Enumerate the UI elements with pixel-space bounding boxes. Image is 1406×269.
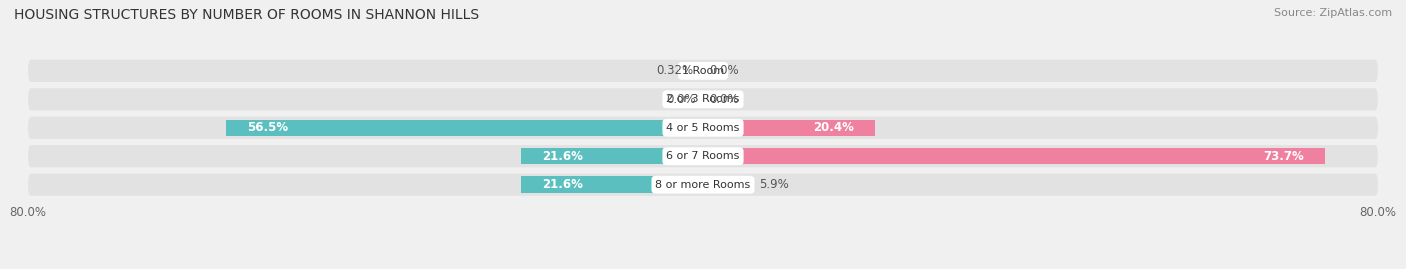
Text: 0.0%: 0.0% xyxy=(666,93,696,106)
Text: 0.0%: 0.0% xyxy=(710,93,740,106)
Text: 8 or more Rooms: 8 or more Rooms xyxy=(655,180,751,190)
Text: 73.7%: 73.7% xyxy=(1263,150,1303,163)
Text: 0.0%: 0.0% xyxy=(710,64,740,77)
Text: 4 or 5 Rooms: 4 or 5 Rooms xyxy=(666,123,740,133)
Text: 2 or 3 Rooms: 2 or 3 Rooms xyxy=(666,94,740,104)
Text: 21.6%: 21.6% xyxy=(541,178,582,191)
Bar xyxy=(700,63,703,79)
Bar xyxy=(703,176,752,193)
FancyBboxPatch shape xyxy=(28,117,1378,139)
Text: 6 or 7 Rooms: 6 or 7 Rooms xyxy=(666,151,740,161)
Text: Source: ZipAtlas.com: Source: ZipAtlas.com xyxy=(1274,8,1392,18)
Bar xyxy=(520,176,703,193)
Text: 56.5%: 56.5% xyxy=(247,121,288,134)
Text: 20.4%: 20.4% xyxy=(813,121,853,134)
FancyBboxPatch shape xyxy=(28,88,1378,110)
Bar xyxy=(226,119,703,136)
FancyBboxPatch shape xyxy=(28,145,1378,167)
Text: HOUSING STRUCTURES BY NUMBER OF ROOMS IN SHANNON HILLS: HOUSING STRUCTURES BY NUMBER OF ROOMS IN… xyxy=(14,8,479,22)
Bar xyxy=(703,119,875,136)
Bar xyxy=(520,148,703,164)
Text: 21.6%: 21.6% xyxy=(541,150,582,163)
Text: 5.9%: 5.9% xyxy=(759,178,789,191)
Bar xyxy=(703,148,1324,164)
Text: 1 Room: 1 Room xyxy=(682,66,724,76)
FancyBboxPatch shape xyxy=(28,60,1378,82)
Text: 0.32%: 0.32% xyxy=(657,64,693,77)
FancyBboxPatch shape xyxy=(28,174,1378,196)
